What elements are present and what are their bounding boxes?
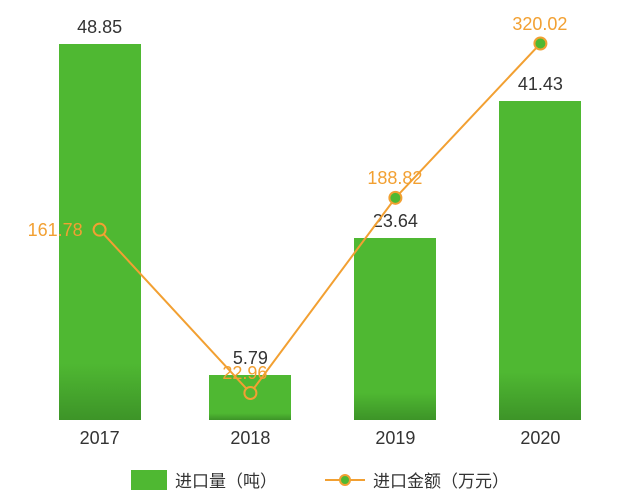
legend-item-bar: 进口量（吨） bbox=[131, 467, 277, 492]
legend-item-line: 进口金额（万元） bbox=[325, 467, 509, 492]
x-label-2018: 2018 bbox=[200, 428, 300, 449]
import-chart: 48.8520175.79201823.64201941.432020161.7… bbox=[0, 0, 640, 500]
legend-label-bar: 进口量（吨） bbox=[175, 467, 277, 492]
line-marker-2019 bbox=[389, 192, 401, 204]
bar-2019 bbox=[354, 238, 436, 420]
x-label-2017: 2017 bbox=[50, 428, 150, 449]
legend-swatch-bar bbox=[131, 470, 167, 490]
bar-label-2019: 23.64 bbox=[345, 211, 445, 232]
x-label-2019: 2019 bbox=[345, 428, 445, 449]
line-marker-2020 bbox=[534, 38, 546, 50]
line-label-2017: 161.78 bbox=[28, 220, 83, 241]
plot-area: 48.8520175.79201823.64201941.432020161.7… bbox=[30, 20, 610, 420]
legend-swatch-line bbox=[325, 470, 365, 490]
line-label-2018: 22.96 bbox=[222, 363, 267, 384]
legend-label-line: 进口金额（万元） bbox=[373, 467, 509, 492]
line-label-2019: 188.82 bbox=[367, 168, 422, 189]
line-path bbox=[100, 44, 541, 393]
bar-label-2017: 48.85 bbox=[50, 17, 150, 38]
x-label-2020: 2020 bbox=[490, 428, 590, 449]
bar-label-2020: 41.43 bbox=[490, 74, 590, 95]
line-label-2020: 320.02 bbox=[512, 14, 567, 35]
legend: 进口量（吨） 进口金额（万元） bbox=[0, 467, 640, 492]
bar-2020 bbox=[499, 101, 581, 420]
